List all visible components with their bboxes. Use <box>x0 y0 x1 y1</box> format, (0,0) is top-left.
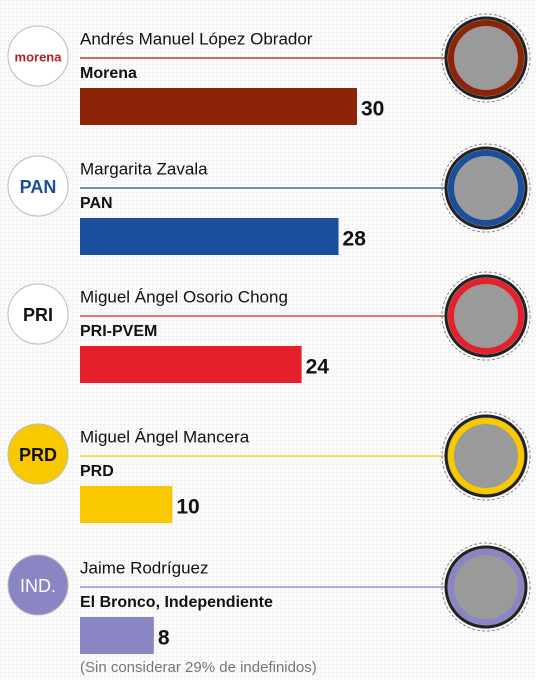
party-logo-text: PRD <box>19 445 57 465</box>
candidate-photo <box>444 414 528 498</box>
candidate-photo-ring <box>441 411 531 501</box>
bar <box>80 486 173 523</box>
party-name: PRI-PVEM <box>80 323 157 340</box>
party-logo <box>7 283 69 345</box>
photo-accent <box>448 549 524 625</box>
bar <box>80 218 339 255</box>
value-label: 8 <box>158 627 170 650</box>
candidate-name: Andrés Manuel López Obrador <box>80 29 313 48</box>
candidate-photo <box>444 16 528 100</box>
party-logo <box>7 554 69 616</box>
party-logo <box>7 423 69 485</box>
candidate-name: Margarita Zavala <box>80 159 208 178</box>
candidate-name: Miguel Ángel Osorio Chong <box>80 287 288 306</box>
value-label: 28 <box>343 228 367 251</box>
bar <box>80 88 357 125</box>
party-logo <box>7 25 69 87</box>
photo-accent <box>448 418 524 494</box>
value-label: 24 <box>306 356 330 379</box>
candidate-photo-ring <box>441 143 531 233</box>
value-label: 10 <box>176 496 199 519</box>
party-name: PAN <box>80 195 113 212</box>
candidate-photo-ring <box>441 13 531 103</box>
candidate-name: Jaime Rodríguez <box>80 558 209 577</box>
candidate-photo <box>444 545 528 629</box>
candidate-photo <box>444 146 528 230</box>
party-name: Morena <box>80 65 137 82</box>
candidate-photo <box>444 274 528 358</box>
value-label: 30 <box>361 98 384 121</box>
photo-accent <box>448 150 524 226</box>
candidate-photo-ring <box>441 271 531 361</box>
photo-accent <box>448 20 524 96</box>
photo-accent <box>448 278 524 354</box>
party-logo-text: morena <box>15 49 63 64</box>
candidate-name: Miguel Ángel Mancera <box>80 427 250 446</box>
party-name: PRD <box>80 463 114 480</box>
party-logo-text: PAN <box>20 177 57 197</box>
bar <box>80 346 302 383</box>
bar <box>80 617 154 654</box>
party-name: El Bronco, Independiente <box>80 594 273 611</box>
party-logo-text: PRI <box>23 305 53 325</box>
candidate-photo-ring <box>441 542 531 632</box>
party-logo <box>7 155 69 217</box>
party-logo-text: IND. <box>20 576 56 596</box>
footnote: (Sin considerar 29% de indefinidos) <box>80 659 317 676</box>
